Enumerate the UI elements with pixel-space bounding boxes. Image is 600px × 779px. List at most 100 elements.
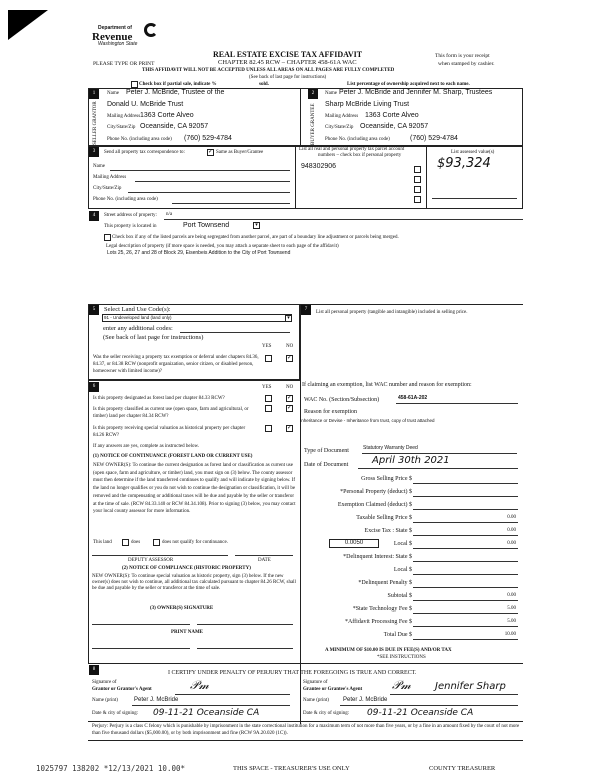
personal-property-checkbox[interactable] (414, 176, 421, 183)
county-treasurer-label: COUNTY TREASURER (429, 765, 496, 772)
land-use-select[interactable]: 91 - Undeveloped land (land only) (102, 314, 292, 322)
fee-value[interactable]: 0.00 (413, 593, 518, 601)
partial-sale-checkbox[interactable] (131, 81, 138, 88)
seller-name-1[interactable]: Peter J. McBride, Trustee of the (126, 89, 225, 96)
exemption-question: Was the seller receiving a property tax … (93, 355, 259, 374)
grantor-sig-label: Grantor or Grantor's Agent (92, 687, 152, 692)
forest-yes-checkbox[interactable] (265, 395, 272, 402)
fee-value[interactable] (413, 554, 518, 562)
grantor-name[interactable]: Peter J. McBride (134, 697, 179, 703)
fee-value[interactable]: 5.00 (413, 606, 518, 614)
mail-phone-label: Phone No. (including area code) (93, 197, 158, 202)
fee-value[interactable]: 10.00 (413, 632, 518, 640)
local-rate-input[interactable]: 0.0050 (329, 539, 379, 548)
fee-value[interactable]: 5.00 (413, 619, 518, 627)
historic-yes-checkbox[interactable] (265, 425, 272, 432)
city-select[interactable]: Port Townsend (183, 222, 230, 229)
pct-label: List percentage of ownership acquired ne… (347, 82, 470, 87)
parties-box (88, 88, 523, 146)
land-use-dropdown-icon[interactable]: ▾ (285, 315, 292, 322)
fee-value[interactable] (413, 502, 518, 510)
perjury-notice: Perjury: Perjury is a class C felony whi… (92, 724, 520, 736)
partial-label: Check box if partial sale, indicate % (139, 82, 217, 87)
grantee-sig-of: Signature of (303, 680, 328, 685)
forest-no-checkbox[interactable]: ✓ (286, 395, 293, 402)
parcel-number[interactable]: 948302906 (301, 163, 337, 170)
deputy-line[interactable] (92, 555, 228, 556)
grantee-sig-label: Grantee or Grantee's Agent (303, 687, 363, 692)
fee-value[interactable] (413, 567, 518, 575)
street-label: Street address of property: (104, 213, 157, 218)
segregated-checkbox[interactable] (104, 234, 111, 241)
logo-revenue: Revenue (92, 30, 133, 43)
yes-header: YES (262, 385, 272, 390)
fee-value[interactable] (413, 489, 518, 497)
grantor-date-label: Date & city of signing: (92, 711, 139, 716)
fee-value[interactable] (413, 476, 518, 484)
legal-description[interactable]: Lots 25, 26, 27 and 28 of Block 29, Eise… (107, 250, 291, 256)
grantee-signature-line[interactable] (390, 694, 518, 695)
current-use-yes-checkbox[interactable] (265, 405, 272, 412)
personal-property-checkbox[interactable] (414, 196, 421, 203)
buyer-name-1[interactable]: Peter J. McBride and Jennifer M. Sharp, … (339, 89, 493, 96)
fee-value[interactable]: 0.00 (413, 515, 518, 523)
doc-date-value[interactable]: April 30th 2021 (372, 455, 450, 466)
see-back-5: (See back of last page for instructions) (103, 334, 204, 341)
deputy-label: DEPUTY ASSESSOR (128, 558, 174, 563)
does-not-checkbox[interactable] (153, 539, 160, 546)
seller-name-2[interactable]: Donald U. McBride Trust (107, 101, 184, 108)
date-line[interactable] (235, 555, 293, 556)
legal-label: Legal description of property (if more s… (106, 244, 339, 249)
section-3-badge: 3 (89, 147, 99, 157)
assessed-value[interactable]: $93,324 (437, 156, 491, 171)
seller-city[interactable]: Oceanside, CA 92057 (140, 123, 209, 130)
fee-value[interactable]: 0.00 (413, 541, 518, 549)
section-2-badge: 2 (308, 89, 318, 99)
street-value[interactable]: n/a (166, 212, 173, 217)
date-label: DATE (258, 558, 271, 563)
fee-label: *Delinquent Interest: State $ (343, 554, 412, 560)
additional-codes-input[interactable] (180, 332, 290, 333)
historic-no-checkbox[interactable]: ✓ (286, 425, 293, 432)
same-as-buyer-label: Same as Buyer/Grantee (216, 150, 264, 155)
corner-mark (8, 10, 48, 40)
buyer-name-2[interactable]: Sharp McBride Living Trust (325, 101, 410, 108)
parcel-header: List all real and personal property tax … (299, 147, 405, 152)
fee-value[interactable] (413, 580, 518, 588)
doctype-value[interactable]: Statutory Warranty Deed (363, 445, 418, 451)
buyer-addr[interactable]: 1363 Corte Alveo (365, 112, 419, 119)
reason-value[interactable]: Inheritance or Devise - Inheritance from… (300, 418, 435, 423)
print-name-label: PRINT NAME (171, 630, 203, 635)
q-yes-checkbox[interactable] (265, 355, 272, 362)
seller-phone[interactable]: (760) 529-4784 (184, 135, 232, 142)
logo: Department of Revenue Washington State (92, 23, 158, 48)
fee-label: Total Due $ (383, 632, 412, 638)
city-dropdown-icon[interactable]: ▾ (253, 222, 260, 229)
does-checkbox[interactable] (122, 539, 129, 546)
fee-label: Taxable Selling Price $ (356, 515, 412, 521)
personal-property-checkbox[interactable] (414, 166, 421, 173)
owner-sig-line[interactable] (92, 624, 190, 625)
q-no-checkbox[interactable]: ✓ (286, 355, 293, 362)
current-use-no-checkbox[interactable]: ✓ (286, 405, 293, 412)
wac-value[interactable]: 458-61A-202 (398, 395, 428, 401)
grantor-date[interactable]: 09-11-21 Oceanside CA (153, 708, 260, 718)
owner-sig-line[interactable] (197, 624, 293, 625)
fee-label: Subtotal $ (387, 593, 412, 599)
print-name-line[interactable] (92, 648, 190, 649)
buyer-city[interactable]: Oceanside, CA 92057 (360, 123, 429, 130)
personal-property-checkbox[interactable] (414, 186, 421, 193)
forest-question: Is this property designated as forest la… (93, 396, 225, 401)
grantor-signature-line[interactable] (175, 694, 290, 695)
grantor-sig-of: Signature of (92, 680, 117, 685)
grantee-date[interactable]: 09-11-21 Oceanside CA (367, 708, 474, 718)
line (172, 203, 290, 204)
fee-value[interactable]: 0.00 (413, 528, 518, 536)
buyer-phone[interactable]: (760) 529-4784 (410, 135, 458, 142)
same-as-buyer-checkbox[interactable]: ✓ (207, 149, 214, 156)
print-name-line[interactable] (197, 648, 293, 649)
section-5-box (88, 304, 300, 380)
grantee-name[interactable]: Peter J. McBride (343, 697, 388, 703)
seller-addr[interactable]: 1363 Corte Alveo (140, 112, 194, 119)
reason-label: Reason for exemption (304, 409, 357, 415)
